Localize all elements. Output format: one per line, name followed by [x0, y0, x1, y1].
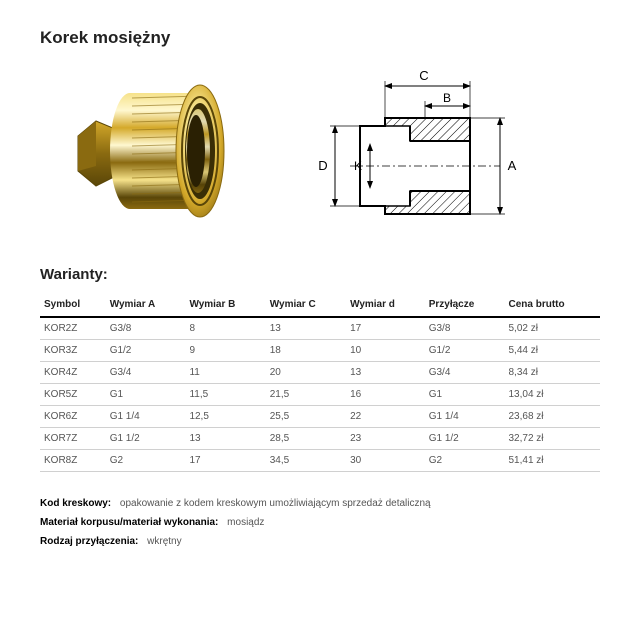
table-cell: 5,02 zł: [505, 317, 601, 340]
table-row: KOR6ZG1 1/412,525,522G1 1/423,68 zł: [40, 406, 600, 428]
table-cell: 32,72 zł: [505, 428, 601, 450]
table-cell: 17: [185, 450, 265, 472]
table-cell: 20: [266, 362, 346, 384]
dim-label-d: D: [318, 158, 327, 173]
table-row: KOR7ZG1 1/21328,523G1 1/232,72 zł: [40, 428, 600, 450]
table-row: KOR8ZG21734,530G251,41 zł: [40, 450, 600, 472]
table-cell: G1/2: [106, 340, 186, 362]
table-cell: G1 1/2: [425, 428, 505, 450]
table-cell: G3/8: [106, 317, 186, 340]
table-cell: 13: [185, 428, 265, 450]
table-cell: G3/8: [425, 317, 505, 340]
table-cell: 30: [346, 450, 425, 472]
meta-row: Rodzaj przyłączenia: wkrętny: [40, 532, 600, 551]
table-cell: 23: [346, 428, 425, 450]
meta-block: Kod kreskowy: opakowanie z kodem kreskow…: [40, 494, 600, 551]
meta-label: Rodzaj przyłączenia:: [40, 536, 138, 547]
col-wymiar-c: Wymiar C: [266, 293, 346, 317]
table-cell: KOR3Z: [40, 340, 106, 362]
brass-plug-illustration: [60, 66, 270, 236]
meta-value: opakowanie z kodem kreskowym umożliwiają…: [120, 498, 431, 509]
col-cena: Cena brutto: [505, 293, 601, 317]
table-cell: KOR6Z: [40, 406, 106, 428]
meta-row: Materiał korpusu/materiał wykonania: mos…: [40, 513, 600, 532]
table-cell: 13: [346, 362, 425, 384]
dim-label-b: B: [443, 91, 451, 105]
table-cell: KOR8Z: [40, 450, 106, 472]
table-cell: 34,5: [266, 450, 346, 472]
table-cell: 8: [185, 317, 265, 340]
col-symbol: Symbol: [40, 293, 106, 317]
col-wymiar-d: Wymiar d: [346, 293, 425, 317]
table-cell: 17: [346, 317, 425, 340]
table-cell: 25,5: [266, 406, 346, 428]
table-cell: KOR2Z: [40, 317, 106, 340]
table-cell: 51,41 zł: [505, 450, 601, 472]
table-header-row: Symbol Wymiar A Wymiar B Wymiar C Wymiar…: [40, 293, 600, 317]
meta-value: wkrętny: [147, 536, 181, 547]
table-row: KOR2ZG3/881317G3/85,02 zł: [40, 317, 600, 340]
table-row: KOR5ZG111,521,516G113,04 zł: [40, 384, 600, 406]
table-cell: KOR5Z: [40, 384, 106, 406]
table-row: KOR4ZG3/4112013G3/48,34 zł: [40, 362, 600, 384]
product-photo: [60, 66, 270, 236]
table-cell: 22: [346, 406, 425, 428]
meta-label: Kod kreskowy:: [40, 498, 111, 509]
table-cell: G1/2: [425, 340, 505, 362]
table-cell: G3/4: [425, 362, 505, 384]
technical-diagram: C B A D K: [300, 66, 560, 236]
table-cell: 5,44 zł: [505, 340, 601, 362]
variants-heading: Warianty:: [40, 266, 600, 283]
table-cell: 21,5: [266, 384, 346, 406]
table-cell: KOR7Z: [40, 428, 106, 450]
table-cell: 12,5: [185, 406, 265, 428]
col-wymiar-b: Wymiar B: [185, 293, 265, 317]
meta-label: Materiał korpusu/materiał wykonania:: [40, 517, 218, 528]
table-row: KOR3ZG1/291810G1/25,44 zł: [40, 340, 600, 362]
table-cell: 11,5: [185, 384, 265, 406]
table-cell: G2: [425, 450, 505, 472]
table-cell: 13: [266, 317, 346, 340]
table-cell: 11: [185, 362, 265, 384]
hero-row: C B A D K: [40, 66, 600, 236]
table-cell: KOR4Z: [40, 362, 106, 384]
table-cell: G1: [106, 384, 186, 406]
meta-row: Kod kreskowy: opakowanie z kodem kreskow…: [40, 494, 600, 513]
variants-table: Symbol Wymiar A Wymiar B Wymiar C Wymiar…: [40, 293, 600, 472]
table-cell: 8,34 zł: [505, 362, 601, 384]
table-cell: 28,5: [266, 428, 346, 450]
dim-label-a: A: [508, 158, 517, 173]
col-przylacze: Przyłącze: [425, 293, 505, 317]
table-cell: G1 1/2: [106, 428, 186, 450]
table-cell: G1 1/4: [425, 406, 505, 428]
table-cell: G3/4: [106, 362, 186, 384]
table-cell: 16: [346, 384, 425, 406]
table-cell: 18: [266, 340, 346, 362]
dim-label-c: C: [419, 68, 428, 83]
dim-label-k: K: [354, 159, 362, 173]
table-cell: G2: [106, 450, 186, 472]
page-title: Korek mosiężny: [40, 28, 600, 48]
col-wymiar-a: Wymiar A: [106, 293, 186, 317]
table-cell: 10: [346, 340, 425, 362]
table-cell: G1: [425, 384, 505, 406]
table-cell: 9: [185, 340, 265, 362]
table-cell: 13,04 zł: [505, 384, 601, 406]
meta-value: mosiądz: [227, 517, 264, 528]
table-cell: G1 1/4: [106, 406, 186, 428]
table-cell: 23,68 zł: [505, 406, 601, 428]
